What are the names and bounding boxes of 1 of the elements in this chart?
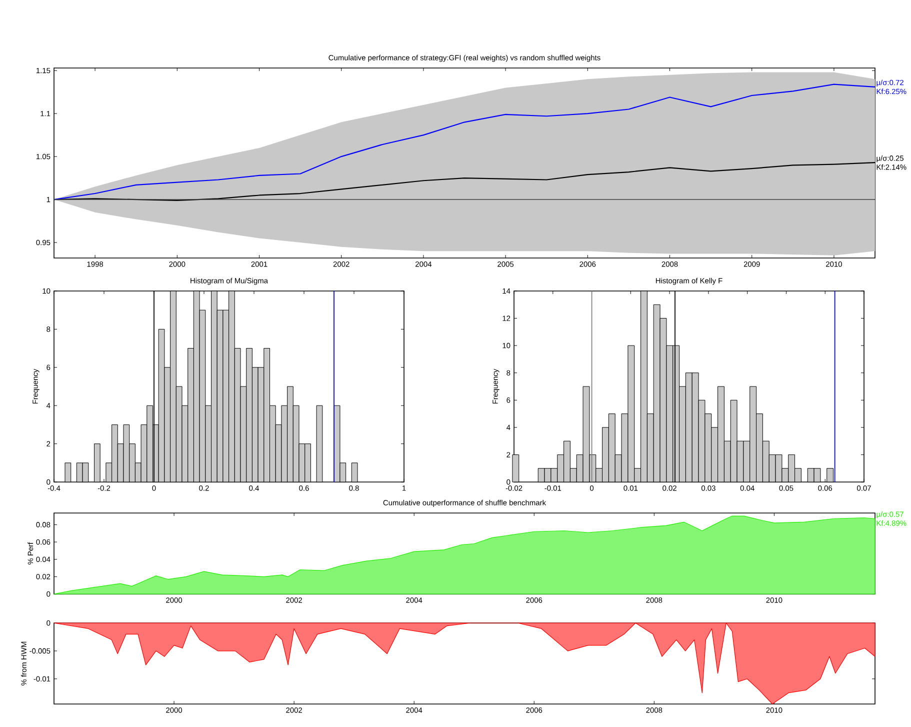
line-series xyxy=(53,84,876,200)
